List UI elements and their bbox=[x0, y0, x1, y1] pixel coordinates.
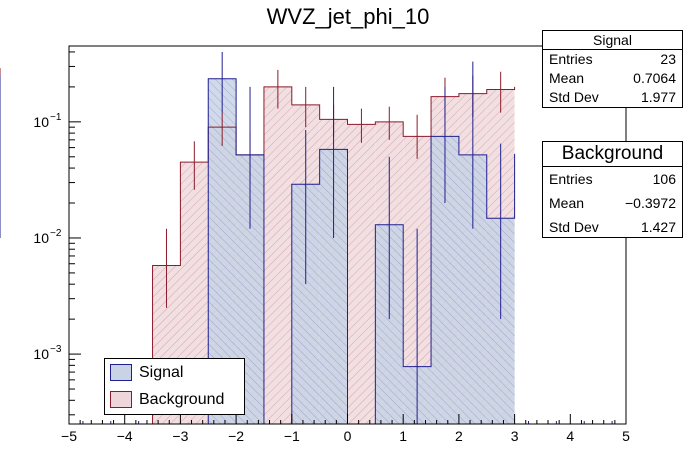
background-std-label: Std Dev bbox=[549, 219, 599, 235]
background-bar bbox=[347, 124, 376, 424]
legend-swatch-background bbox=[110, 391, 132, 408]
signal-entries-row: Entries 23 bbox=[543, 50, 682, 69]
background-mean-value: −0.3972 bbox=[625, 195, 676, 211]
signal-stats-box: Signal Entries 23 Mean 0.7064 Std Dev 1.977 bbox=[542, 30, 683, 108]
signal-std-label: Std Dev bbox=[549, 89, 599, 105]
legend: Signal Background bbox=[104, 358, 245, 415]
background-std-value: 1.427 bbox=[640, 219, 676, 235]
background-mean-row: Mean −0.3972 bbox=[543, 191, 682, 215]
signal-entries-label: Entries bbox=[549, 51, 593, 67]
background-std-row: Std Dev 1.427 bbox=[543, 215, 682, 239]
x-tick-label: −1 bbox=[284, 428, 300, 444]
signal-std-row: Std Dev 1.977 bbox=[543, 88, 682, 107]
signal-stats-title: Signal bbox=[543, 31, 682, 50]
x-tick-label: −2 bbox=[228, 428, 244, 444]
background-entries-label: Entries bbox=[549, 171, 593, 187]
legend-swatch-signal bbox=[110, 364, 132, 381]
x-tick-label: 4 bbox=[566, 428, 574, 444]
x-tick-label: −4 bbox=[117, 428, 133, 444]
x-tick-label: 5 bbox=[622, 428, 630, 444]
x-tick-label: 3 bbox=[511, 428, 519, 444]
chart-title: WVZ_jet_phi_10 bbox=[267, 4, 430, 29]
signal-mean-label: Mean bbox=[549, 70, 585, 86]
background-entries-value: 106 bbox=[652, 171, 676, 187]
background-mean-label: Mean bbox=[549, 195, 585, 211]
legend-label-background: Background bbox=[139, 390, 225, 408]
signal-mean-value: 0.7064 bbox=[633, 70, 676, 86]
y-tick-label: 10 bbox=[33, 114, 49, 130]
background-stats-box: Background Entries 106 Mean −0.3972 Std De… bbox=[542, 141, 683, 238]
legend-item-background: Background bbox=[105, 386, 244, 413]
background-entries-row: Entries 106 bbox=[543, 167, 682, 191]
x-tick-label: −3 bbox=[172, 428, 188, 444]
background-stats-title: Background bbox=[543, 142, 682, 167]
y-tick-exponent: −2 bbox=[50, 228, 62, 239]
signal-outline bbox=[152, 78, 516, 425]
background-bar bbox=[263, 86, 292, 424]
x-tick-label: 0 bbox=[344, 428, 352, 444]
y-tick-exponent: −1 bbox=[50, 112, 62, 123]
signal-mean-row: Mean 0.7064 bbox=[543, 69, 682, 88]
y-tick-label: 10 bbox=[33, 346, 49, 362]
legend-item-signal: Signal bbox=[105, 359, 244, 386]
x-tick-label: −5 bbox=[61, 428, 77, 444]
signal-entries-value: 23 bbox=[660, 51, 676, 67]
y-tick-exponent: −3 bbox=[50, 344, 62, 355]
x-tick-label: 2 bbox=[455, 428, 463, 444]
x-tick-label: 1 bbox=[399, 428, 407, 444]
legend-label-signal: Signal bbox=[139, 363, 184, 381]
signal-std-value: 1.977 bbox=[640, 89, 676, 105]
y-tick-label: 10 bbox=[33, 230, 49, 246]
